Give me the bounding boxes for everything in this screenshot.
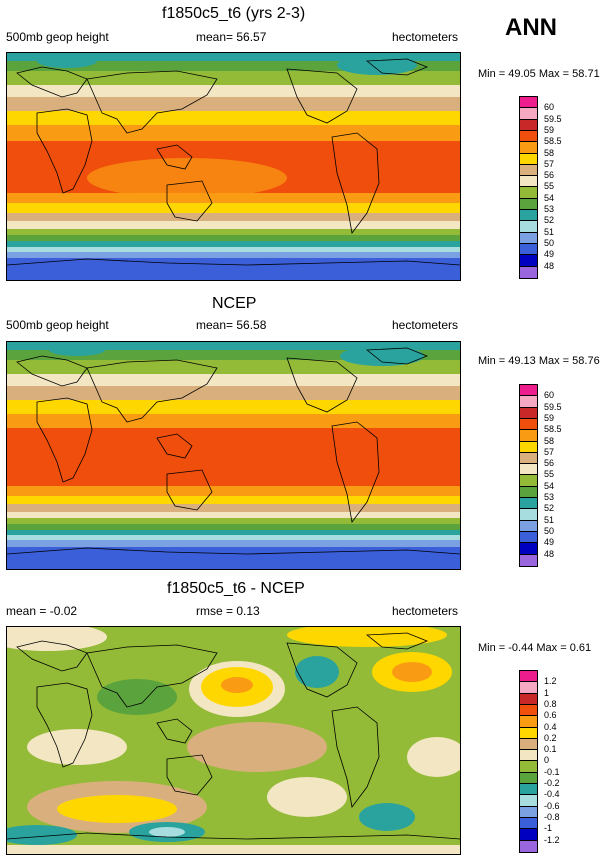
panel-3-colorbar: 1.2 1 0.8 0.6 0.4 0.2 0.1 0 -0.1 -0.2 -0.4 -0.6 -0.8… [519, 670, 579, 853]
colorbar-tick-label: 54 [544, 480, 555, 491]
panel-2-variable-label: 500mb geop height [6, 318, 109, 332]
colorbar-tick-label: 48 [544, 260, 555, 271]
panel-3-map-svg [7, 627, 460, 854]
colorbar-tick-label: 60 [544, 102, 555, 113]
colorbar-swatch [519, 265, 538, 279]
panel-1-variable-label: 500mb geop height [6, 30, 109, 44]
colorbar-tick-label: -0.6 [544, 800, 560, 811]
colorbar-tick-label: 52 [544, 503, 555, 514]
panel-2-title: NCEP [212, 295, 257, 312]
panel-2-mean-label: mean= 56.58 [196, 318, 267, 332]
panel-3-units-label: hectometers [392, 604, 459, 618]
colorbar-tick-label: 53 [544, 204, 555, 214]
colorbar-swatch [519, 553, 538, 567]
colorbar-tick-label: -0.4 [544, 789, 560, 800]
colorbar-tick-label: 1.2 [544, 676, 557, 687]
colorbar-tick-label: 0.4 [544, 721, 557, 732]
panel-1-minmax: Min = 49.05 Max = 58.71 [478, 68, 600, 80]
colorbar-swatch [519, 839, 538, 853]
colorbar-tick-label: 56 [544, 458, 555, 469]
colorbar-tick-label: 56 [544, 170, 555, 181]
panel-1-map-svg [7, 53, 460, 280]
panel-1-colorbar: 60 59.5 59 58.5 58 57 56 55 54 53 52 51 50 49 48 [519, 96, 579, 279]
colorbar-tick-label: 48 [544, 548, 555, 559]
colorbar-tick-label: 59.5 [544, 113, 562, 124]
colorbar-tick-label: 0.2 [544, 732, 557, 743]
colorbar-tick-label: 58.5 [544, 136, 562, 147]
panel-2-map-svg [7, 342, 460, 569]
panel-1-mean-label: mean= 56.57 [196, 30, 267, 44]
colorbar-tick-label: 57 [544, 446, 555, 457]
colorbar-tick-label: -1.2 [544, 834, 560, 845]
colorbar-tick-label: 0.8 [544, 698, 557, 709]
colorbar-tick-label: 51 [544, 514, 555, 525]
colorbar-tick-label: -0.8 [544, 811, 560, 822]
season-label: ANN [505, 14, 557, 41]
colorbar-tick-label: 60 [544, 390, 555, 401]
colorbar-tick-label: 58 [544, 435, 555, 446]
colorbar-tick-label: 57 [544, 158, 555, 169]
panel-2-colorbar: 60 59.5 59 58.5 58 57 56 55 54 53 52 51 50 49 48 [519, 384, 579, 567]
panel-3-rmse-label: rmse = 0.13 [196, 604, 260, 618]
colorbar-tick-label: 55 [544, 181, 555, 192]
panel-3-title: f1850c5_t6 - NCEP [167, 580, 305, 597]
colorbar-tick-label: 59 [544, 412, 555, 423]
colorbar-tick-label: 50 [544, 525, 555, 536]
panel-1-map [6, 52, 461, 281]
colorbar-tick-label: 1 [544, 687, 550, 698]
colorbar-tick-label: 51 [544, 226, 555, 237]
colorbar-tick-label: 59.5 [544, 401, 562, 412]
colorbar-tick-label: 52 [544, 215, 555, 226]
colorbar-tick-label: 59 [544, 124, 555, 135]
panel-3-minmax: Min = -0.44 Max = 0.61 [478, 642, 592, 654]
colorbar-tick-label: 50 [544, 237, 555, 248]
colorbar-tick-label: -0.1 [544, 766, 560, 777]
panel-1-units-label: hectometers [392, 30, 459, 44]
colorbar-tick-label: 0.6 [544, 710, 557, 721]
colorbar-tick-label: 55 [544, 469, 555, 480]
colorbar-tick-label: 0.1 [544, 744, 557, 755]
panel-2-map [6, 341, 461, 570]
panel-2-minmax: Min = 49.13 Max = 58.76 [478, 355, 600, 367]
colorbar-tick-label: 53 [544, 492, 555, 502]
colorbar-tick-label: 49 [544, 249, 555, 260]
colorbar-tick-label: 54 [544, 192, 555, 203]
panel-2-units-label: hectometers [392, 318, 459, 332]
colorbar-tick-label: -1 [544, 823, 553, 834]
colorbar-tick-label: 58 [544, 147, 555, 158]
panel-3-mean-label: mean = -0.02 [6, 604, 78, 618]
colorbar-tick-label: 58.5 [544, 424, 562, 435]
colorbar-tick-label: -0.2 [544, 778, 560, 788]
panel-1-title: f1850c5_t6 (yrs 2-3) [162, 5, 306, 22]
colorbar-tick-label: 0 [544, 755, 550, 766]
colorbar-tick-label: 49 [544, 537, 555, 548]
panel-3-map [6, 626, 461, 855]
